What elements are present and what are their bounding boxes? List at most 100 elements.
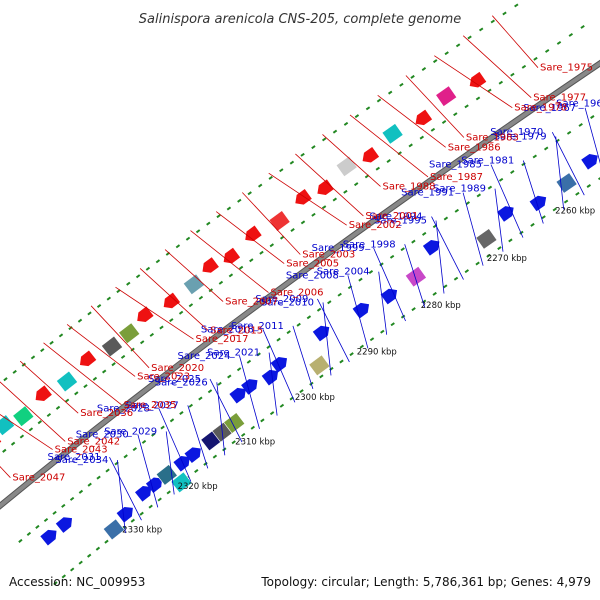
forward-gene-label[interactable]: Sare_2029 <box>104 426 157 437</box>
reverse-gene-arrow <box>245 225 262 242</box>
reverse-gene-label[interactable]: Sare_1975 <box>540 63 593 74</box>
reverse-gene-arrow <box>469 71 487 88</box>
tick-dash <box>532 154 538 159</box>
tick-dash <box>316 307 322 312</box>
forward-gene-label[interactable]: Sare_1967 <box>523 103 576 114</box>
tick-dash <box>337 292 342 297</box>
tick-dash <box>179 410 184 416</box>
reverse-gene-label[interactable]: Sare_2003 <box>302 250 355 261</box>
forward-gene-label[interactable]: Sare_1999 <box>312 243 365 254</box>
gene-features <box>0 71 598 546</box>
forward-gene-label[interactable]: Sare_2025 <box>148 374 201 385</box>
reverse-gene-label[interactable]: Sare_1986 <box>448 142 501 153</box>
tick-dash <box>68 326 73 331</box>
forward-gene-label[interactable]: Sare_1970 <box>490 127 543 138</box>
leader-line <box>462 192 484 266</box>
forward-gene-label[interactable]: Sare_1989 <box>433 184 486 195</box>
tick-dash <box>339 359 344 364</box>
tick-dash <box>83 384 88 389</box>
tick-dash <box>28 427 34 432</box>
tick-dash <box>510 72 515 77</box>
tick-dash <box>368 270 374 274</box>
forward-gene-label[interactable]: Sare_1979 <box>494 131 547 142</box>
leader-line <box>377 94 446 148</box>
leader-line <box>490 164 524 238</box>
tick-dash <box>521 64 527 69</box>
tick-dash <box>597 176 600 181</box>
reverse-gene-label[interactable]: Sare_2001 <box>365 211 418 222</box>
tick-dash <box>87 482 92 487</box>
tick-dash <box>55 405 61 410</box>
tick-dash <box>541 215 546 220</box>
forward-gene-label[interactable]: Sare_1966 <box>556 99 600 110</box>
reverse-gene-label[interactable]: Sare_2002 <box>349 220 402 231</box>
forward-gene-label[interactable]: Sare_1985 <box>429 160 482 171</box>
reverse-gene-label[interactable]: Sare_2007 <box>225 297 278 308</box>
tick-dash <box>478 27 484 32</box>
forward-gene-label[interactable]: Sare_2027 <box>126 400 179 411</box>
tick-dash <box>30 355 36 360</box>
reverse-gene-label[interactable]: Sare_2047 <box>12 473 65 484</box>
forward-gene-label[interactable]: Sare_2028 <box>97 404 150 415</box>
reverse-gene-label[interactable]: Sare_2006 <box>271 288 324 299</box>
tick-dash <box>247 191 252 196</box>
tick-dash <box>92 376 98 381</box>
forward-gene-label[interactable]: Sare_2011 <box>231 321 284 332</box>
reverse-gene-label[interactable]: Sare_2017 <box>196 334 249 345</box>
tick-dash <box>61 503 66 508</box>
forward-gene-label[interactable]: Sare_2004 <box>317 267 370 278</box>
forward-gene-label[interactable]: Sare_1995 <box>374 216 427 227</box>
tick-dash <box>231 440 236 445</box>
leader-line <box>404 244 426 308</box>
forward-gene-label[interactable]: Sare_2018 <box>201 324 254 335</box>
forward-gene-label[interactable]: Sare_2021 <box>207 348 260 359</box>
reverse-gene-label[interactable]: Sare_2023 <box>137 371 190 382</box>
reverse-gene-label[interactable]: Sare_2020 <box>151 363 204 374</box>
leader-line <box>373 247 406 322</box>
reverse-gene-labels[interactable]: Sare_1975Sare_1977Sare_1978Sare_1983Sare… <box>0 15 593 484</box>
tick-dash <box>349 352 354 357</box>
leader-line <box>139 268 209 331</box>
reverse-gene-label[interactable]: Sare_2043 <box>55 445 108 456</box>
reverse-gene-label[interactable]: Sare_1977 <box>533 93 586 104</box>
forward-gene-label[interactable]: Sare_2031 <box>48 452 101 463</box>
tick-dash <box>566 130 572 135</box>
reverse-gene-label[interactable]: Sare_1988 <box>383 181 436 192</box>
forward-gene-label[interactable]: Sare_1991 <box>401 188 454 199</box>
leader-line <box>117 460 126 534</box>
forward-gene-label[interactable]: Sare_2009 <box>255 294 308 305</box>
forward-gene-label[interactable]: Sare_2010 <box>261 297 314 308</box>
tick-dash <box>194 468 199 474</box>
reverse-gene-label[interactable]: Sare_2035 <box>124 400 177 411</box>
tick-dash <box>149 332 154 337</box>
leader-line <box>242 192 301 255</box>
reverse-gene-label[interactable]: Sare_1987 <box>430 172 483 183</box>
tick-dash <box>327 300 332 305</box>
forward-gene-label[interactable]: Sare_2030 <box>76 429 129 440</box>
tick-dash <box>70 567 75 572</box>
reverse-gene-label[interactable]: Sare_1978 <box>514 103 567 114</box>
forward-gene-label[interactable]: Sare_2034 <box>55 455 108 466</box>
forward-gene-label[interactable]: Sare_1994 <box>370 212 423 223</box>
gene-box <box>55 370 79 393</box>
forward-gene-label[interactable]: Sare_1981 <box>461 156 514 167</box>
forward-gene-labels[interactable]: Sare_1966Sare_1967Sare_1970Sare_1979Sare… <box>48 99 600 534</box>
tick-dash <box>410 74 415 79</box>
tick-dash <box>126 281 131 286</box>
forward-gene-label[interactable]: Sare_1998 <box>343 239 396 250</box>
forward-gene-label[interactable]: Sare_2026 <box>155 377 208 388</box>
tick-dash <box>106 296 111 301</box>
reverse-gene-label[interactable]: Sare_2015 <box>210 325 263 336</box>
tick-dash <box>74 391 79 396</box>
tick-dash <box>279 235 285 240</box>
forward-gene-label[interactable]: Sare_2008 <box>286 270 339 281</box>
forward-gene-label[interactable]: Sare_2024 <box>178 351 231 362</box>
tick-dash <box>95 546 101 551</box>
reverse-gene-label[interactable]: Sare_2036 <box>80 408 133 419</box>
reverse-gene-label[interactable]: Sare_1983 <box>466 133 519 144</box>
reverse-gene-label[interactable]: Sare_2005 <box>286 259 339 270</box>
reverse-gene-label[interactable]: Sare_2042 <box>67 436 120 447</box>
tick-dash <box>490 19 496 24</box>
forward-gene-arrow <box>145 477 163 494</box>
